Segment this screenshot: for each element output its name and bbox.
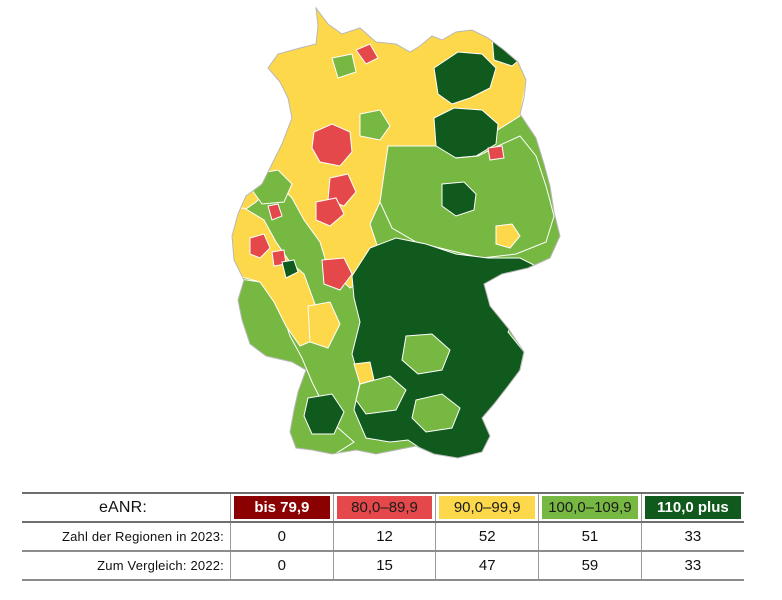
region-south-green-c (355, 375, 407, 415)
region-red-7 (355, 43, 379, 65)
legend-header-row: eANR: bis 79,9 80,0–89,9 90,0–99,9 100,0… (22, 492, 744, 523)
count-2023-cell: 52 (435, 522, 540, 552)
legend-class-1: 80,0–89,9 (336, 496, 433, 519)
region-nw-green-b (359, 109, 391, 141)
legend-class-cell: 100,0–109,9 (538, 492, 642, 523)
germany-choropleth (231, 6, 561, 459)
legend-class-0: bis 79,9 (234, 496, 330, 519)
region-south-green-b (411, 393, 461, 433)
region-yellow-east (495, 223, 521, 249)
legend-class-cell: 90,0–99,9 (435, 492, 540, 523)
region-red-9 (487, 145, 505, 161)
region-red-5 (249, 233, 271, 259)
region-nw-green-c (331, 53, 357, 79)
region-south-yellow (353, 361, 375, 385)
legend-row-2023: Zahl der Regionen in 2023: 0 12 52 51 33 (22, 522, 744, 552)
count-2023-cell: 0 (230, 522, 334, 552)
count-2022-cell: 33 (641, 551, 744, 581)
legend-table: eANR: bis 79,9 80,0–89,9 90,0–99,9 100,0… (22, 492, 744, 581)
legend-class-cell: 110,0 plus (641, 492, 744, 523)
region-red-1 (311, 123, 353, 167)
region-southwest-darkgreen (303, 393, 345, 435)
count-2023-cell: 51 (538, 522, 642, 552)
count-2022-cell: 15 (333, 551, 437, 581)
count-2023-cell: 33 (641, 522, 744, 552)
region-mecklenburg-darkgreen (433, 51, 497, 105)
region-center-yellow (307, 301, 341, 349)
legend-header-label: eANR: (22, 492, 231, 523)
count-2023-cell: 12 (333, 522, 437, 552)
region-nw-darkgreen (281, 259, 299, 279)
region-south-green-a (401, 333, 451, 375)
row-label-2023: Zahl der Regionen in 2023: (22, 522, 231, 552)
region-red-3 (315, 197, 345, 227)
region-red-6 (267, 203, 283, 221)
legend-class-cell: 80,0–89,9 (333, 492, 437, 523)
region-red-4 (321, 257, 353, 291)
germany-map (220, 6, 580, 470)
count-2022-cell: 59 (538, 551, 642, 581)
count-2022-cell: 0 (230, 551, 334, 581)
region-east-darkgreen (441, 181, 477, 217)
germany-outline (231, 6, 561, 459)
count-2022-cell: 47 (435, 551, 540, 581)
legend-class-4: 110,0 plus (644, 496, 741, 519)
row-label-2022: Zum Vergleich: 2022: (22, 551, 231, 581)
legend-class-cell: bis 79,9 (230, 492, 334, 523)
legend-class-3: 100,0–109,9 (542, 496, 638, 519)
legend-row-2022: Zum Vergleich: 2022: 0 15 47 59 33 (22, 551, 744, 581)
legend-class-2: 90,0–99,9 (439, 496, 536, 519)
